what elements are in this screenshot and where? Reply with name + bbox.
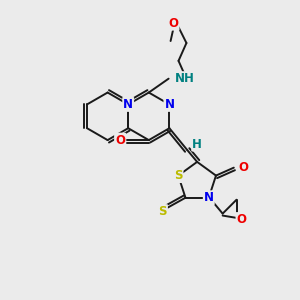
Text: N: N	[123, 98, 133, 111]
Text: S: S	[158, 205, 167, 218]
Text: H: H	[192, 138, 202, 151]
Text: N: N	[164, 98, 174, 111]
Text: O: O	[115, 134, 125, 147]
Text: N: N	[204, 191, 214, 204]
Text: NH: NH	[175, 72, 194, 85]
Text: S: S	[174, 169, 182, 182]
Text: O: O	[236, 213, 247, 226]
Text: O: O	[239, 161, 249, 174]
Text: O: O	[169, 17, 178, 30]
